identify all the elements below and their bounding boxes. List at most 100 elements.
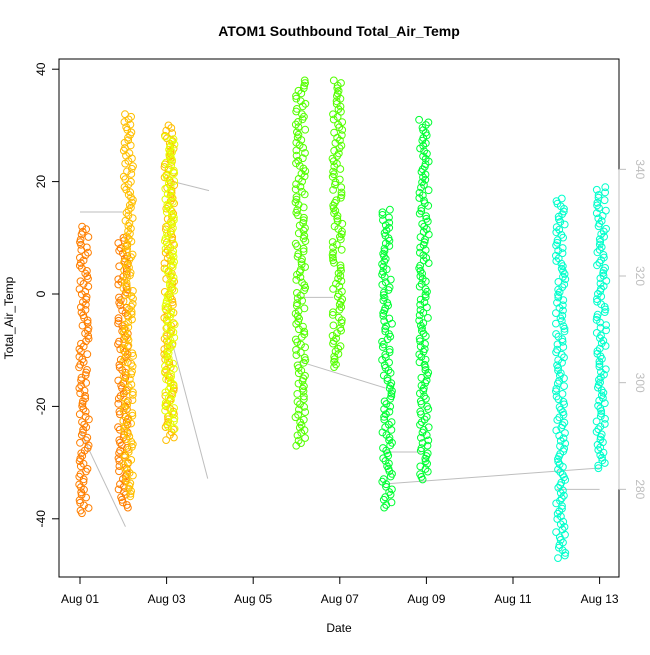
data-point <box>559 517 568 526</box>
data-point <box>385 384 394 393</box>
data-point <box>296 348 305 357</box>
data-point <box>600 232 608 241</box>
data-point <box>167 378 175 386</box>
data-point <box>79 459 88 468</box>
data-point <box>420 222 429 231</box>
data-point <box>555 413 564 422</box>
data-point <box>555 431 564 440</box>
data-point <box>300 76 309 85</box>
data-point <box>80 501 88 510</box>
data-point <box>593 295 601 304</box>
data-point <box>594 461 603 470</box>
data-point <box>378 211 387 219</box>
data-point <box>166 344 174 352</box>
data-point <box>168 341 177 350</box>
data-point <box>164 221 173 230</box>
data-point <box>292 146 301 155</box>
data-point <box>560 220 569 229</box>
data-point <box>166 431 174 439</box>
data-point <box>558 335 567 344</box>
data-point <box>300 327 309 336</box>
data-point <box>333 329 341 338</box>
data-point <box>382 400 391 408</box>
data-point <box>556 371 564 380</box>
data-point <box>596 287 605 296</box>
data-point <box>124 235 133 243</box>
data-point <box>381 324 390 333</box>
data-point <box>558 249 567 258</box>
data-point <box>124 341 133 350</box>
data-point <box>336 165 345 173</box>
data-point <box>416 306 425 314</box>
data-point <box>119 357 128 366</box>
data-point <box>301 263 310 271</box>
data-point <box>122 474 131 483</box>
data-point <box>595 240 604 249</box>
data-point <box>597 407 606 415</box>
data-point <box>76 389 85 398</box>
data-point <box>384 366 393 375</box>
data-point <box>124 503 132 512</box>
data-point <box>114 239 123 247</box>
data-point <box>129 294 137 303</box>
data-point <box>296 273 305 282</box>
data-point <box>124 458 133 467</box>
data-point <box>418 439 427 447</box>
data-point <box>335 305 344 314</box>
data-point <box>380 503 389 512</box>
data-point <box>162 402 170 411</box>
data-point <box>297 439 305 448</box>
data-point <box>127 370 136 379</box>
data-point <box>123 444 131 452</box>
chart-title: ATOM1 Southbound Total_Air_Temp <box>218 23 460 39</box>
data-point <box>80 485 88 494</box>
data-point <box>593 297 601 306</box>
y-tick-label: 0 <box>34 290 48 297</box>
data-point <box>295 423 304 432</box>
data-point <box>301 125 310 134</box>
data-point <box>166 187 175 196</box>
data-point <box>421 170 430 179</box>
data-point <box>167 325 175 334</box>
y-tick-label: 20 <box>34 175 48 189</box>
data-point <box>380 317 389 326</box>
data-point <box>291 120 300 129</box>
data-point <box>328 251 337 259</box>
data-point <box>337 183 346 192</box>
data-point <box>561 476 570 484</box>
data-point <box>415 311 424 320</box>
data-point <box>293 397 302 406</box>
data-point <box>301 408 310 417</box>
data-point <box>81 300 90 309</box>
data-point <box>378 280 387 289</box>
data-point <box>167 226 176 235</box>
data-point <box>298 296 307 305</box>
data-point <box>554 395 563 404</box>
data-point <box>415 316 424 325</box>
data-point <box>385 223 394 232</box>
data-point <box>424 314 432 322</box>
data-point <box>420 147 429 156</box>
data-point <box>560 205 568 213</box>
data-point <box>378 477 387 486</box>
data-point <box>386 441 395 450</box>
data-point <box>423 459 432 468</box>
data-point <box>601 183 610 192</box>
data-point <box>83 316 92 325</box>
data-point <box>561 275 570 284</box>
data-point <box>77 246 86 254</box>
data-point <box>600 399 609 408</box>
data-point <box>301 343 310 352</box>
data-point <box>124 180 133 189</box>
data-point <box>333 113 342 121</box>
x-tick-label: Aug 03 <box>148 592 186 606</box>
data-point <box>128 411 137 420</box>
data-point <box>329 76 338 85</box>
x-tick-label: Aug 11 <box>494 592 531 606</box>
data-point <box>169 319 178 328</box>
y-tick-label: -40 <box>34 510 48 528</box>
data-point <box>169 425 178 434</box>
data-point <box>333 212 342 220</box>
data-point <box>126 131 135 139</box>
data-point <box>419 173 427 182</box>
